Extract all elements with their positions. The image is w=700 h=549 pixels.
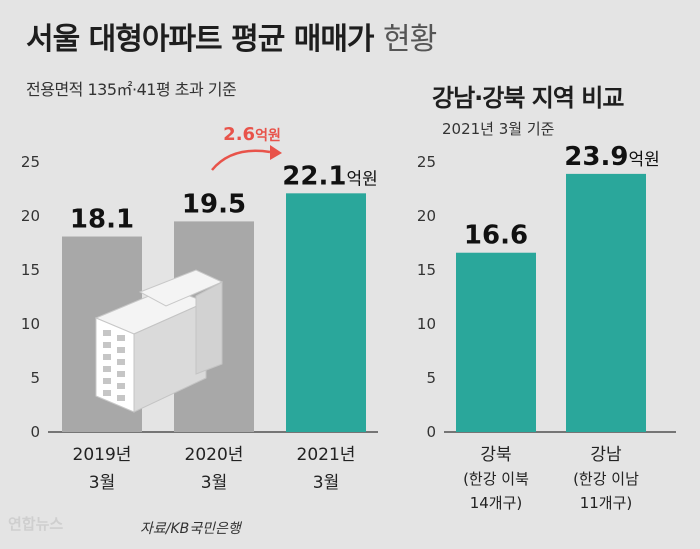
value-label-1: 18.1 bbox=[70, 205, 134, 235]
right-chart-subtitle: 2021년 3월 기준 bbox=[442, 120, 555, 138]
value-label-2: 23.9억원 bbox=[564, 142, 659, 172]
increase-annotation: 2.6억원 bbox=[223, 124, 281, 145]
value-label-3: 22.1억원 bbox=[282, 161, 377, 191]
building-window bbox=[103, 390, 111, 396]
value-number: 19.5 bbox=[182, 189, 246, 219]
chart-subtitle: 전용면적 135㎡·41평 초과 기준 bbox=[26, 80, 237, 99]
y-tick-label: 5 bbox=[30, 369, 40, 387]
x-category-label: 14개구) bbox=[470, 494, 523, 512]
building-window bbox=[117, 347, 125, 353]
building-window bbox=[117, 335, 125, 341]
yonhap-logo: 연합뉴스 bbox=[8, 515, 64, 533]
left-bar-chart: 051015202518.12019년3월19.52020년3월22.1억원20… bbox=[21, 124, 378, 493]
y-tick-label: 20 bbox=[417, 207, 436, 225]
value-unit: 억원 bbox=[346, 169, 377, 189]
building-window bbox=[103, 330, 111, 336]
x-category-label: 3월 bbox=[201, 473, 227, 493]
increase-unit: 억원 bbox=[255, 128, 281, 144]
source-note: 자료/KB국민은행 bbox=[140, 521, 241, 537]
y-tick-label: 10 bbox=[21, 315, 40, 333]
building-window bbox=[117, 359, 125, 365]
x-category-label: 11개구) bbox=[580, 494, 633, 512]
building-window bbox=[103, 354, 111, 360]
value-label-2: 19.5 bbox=[182, 189, 246, 219]
y-tick-label: 20 bbox=[21, 207, 40, 225]
x-category-label: (한강 이북 bbox=[463, 470, 529, 488]
x-category-label: 2019년 bbox=[73, 445, 132, 465]
value-number: 16.6 bbox=[464, 221, 528, 251]
value-number: 18.1 bbox=[70, 205, 134, 235]
right-chart-title: 강남·강북 지역 비교 bbox=[432, 84, 624, 112]
y-tick-label: 15 bbox=[417, 261, 436, 279]
building-window bbox=[103, 342, 111, 348]
x-category-label: 강북 bbox=[480, 445, 511, 465]
building-window bbox=[117, 371, 125, 377]
y-tick-label: 5 bbox=[426, 369, 436, 387]
x-category-label: 2020년 bbox=[185, 445, 244, 465]
x-category-label: 2021년 bbox=[297, 445, 356, 465]
value-label-1: 16.6 bbox=[464, 221, 528, 251]
title-main: 서울 대형아파트 평균 매매가 bbox=[26, 22, 375, 57]
value-unit: 억원 bbox=[628, 150, 659, 170]
x-category-label: 3월 bbox=[313, 473, 339, 493]
value-number: 23.9 bbox=[564, 142, 628, 172]
y-tick-label: 0 bbox=[30, 423, 40, 441]
bar-1 bbox=[456, 252, 536, 432]
building-window bbox=[103, 366, 111, 372]
x-category-label: 강남 bbox=[590, 445, 622, 465]
title-suffix: 현황 bbox=[383, 22, 437, 57]
bar-3 bbox=[286, 193, 366, 432]
building-window bbox=[117, 395, 125, 401]
y-tick-label: 25 bbox=[417, 153, 436, 171]
apartment-building-illustration bbox=[94, 269, 224, 413]
y-tick-label: 10 bbox=[417, 315, 436, 333]
building-window bbox=[103, 378, 111, 384]
y-tick-label: 25 bbox=[21, 153, 40, 171]
increase-value: 2.6 bbox=[223, 124, 255, 145]
bar-2 bbox=[566, 173, 646, 432]
value-number: 22.1 bbox=[282, 161, 346, 191]
y-tick-label: 15 bbox=[21, 261, 40, 279]
y-tick-label: 0 bbox=[426, 423, 436, 441]
page-title: 서울 대형아파트 평균 매매가 현황 bbox=[26, 14, 437, 58]
building-window bbox=[117, 383, 125, 389]
x-category-label: (한강 이남 bbox=[573, 470, 639, 488]
increase-arrow-head bbox=[270, 145, 282, 160]
x-category-label: 3월 bbox=[89, 473, 115, 493]
increase-arrow-curve bbox=[211, 149, 271, 171]
